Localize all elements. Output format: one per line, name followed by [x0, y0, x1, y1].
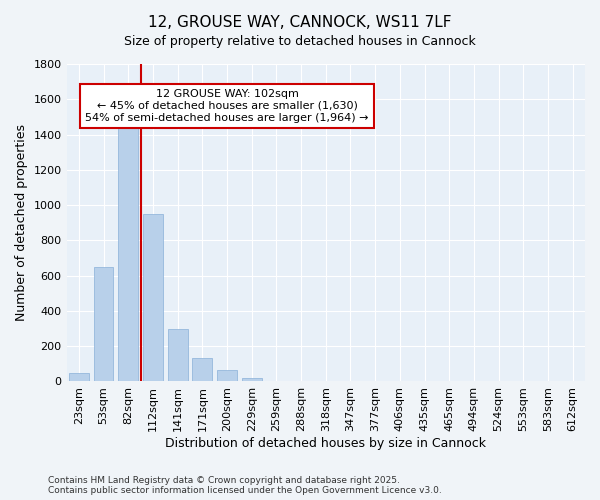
Bar — [118, 117, 138, 382]
Bar — [94, 267, 113, 382]
Text: Size of property relative to detached houses in Cannock: Size of property relative to detached ho… — [124, 35, 476, 48]
Bar — [341, 380, 361, 382]
Bar — [242, 378, 262, 382]
Text: Contains HM Land Registry data © Crown copyright and database right 2025.
Contai: Contains HM Land Registry data © Crown c… — [48, 476, 442, 495]
Text: 12 GROUSE WAY: 102sqm
← 45% of detached houses are smaller (1,630)
54% of semi-d: 12 GROUSE WAY: 102sqm ← 45% of detached … — [85, 90, 369, 122]
Bar — [217, 370, 237, 382]
Bar — [143, 214, 163, 382]
Bar — [168, 328, 188, 382]
Bar — [193, 358, 212, 382]
Text: 12, GROUSE WAY, CANNOCK, WS11 7LF: 12, GROUSE WAY, CANNOCK, WS11 7LF — [148, 15, 452, 30]
Bar — [69, 372, 89, 382]
X-axis label: Distribution of detached houses by size in Cannock: Distribution of detached houses by size … — [165, 437, 486, 450]
Y-axis label: Number of detached properties: Number of detached properties — [15, 124, 28, 321]
